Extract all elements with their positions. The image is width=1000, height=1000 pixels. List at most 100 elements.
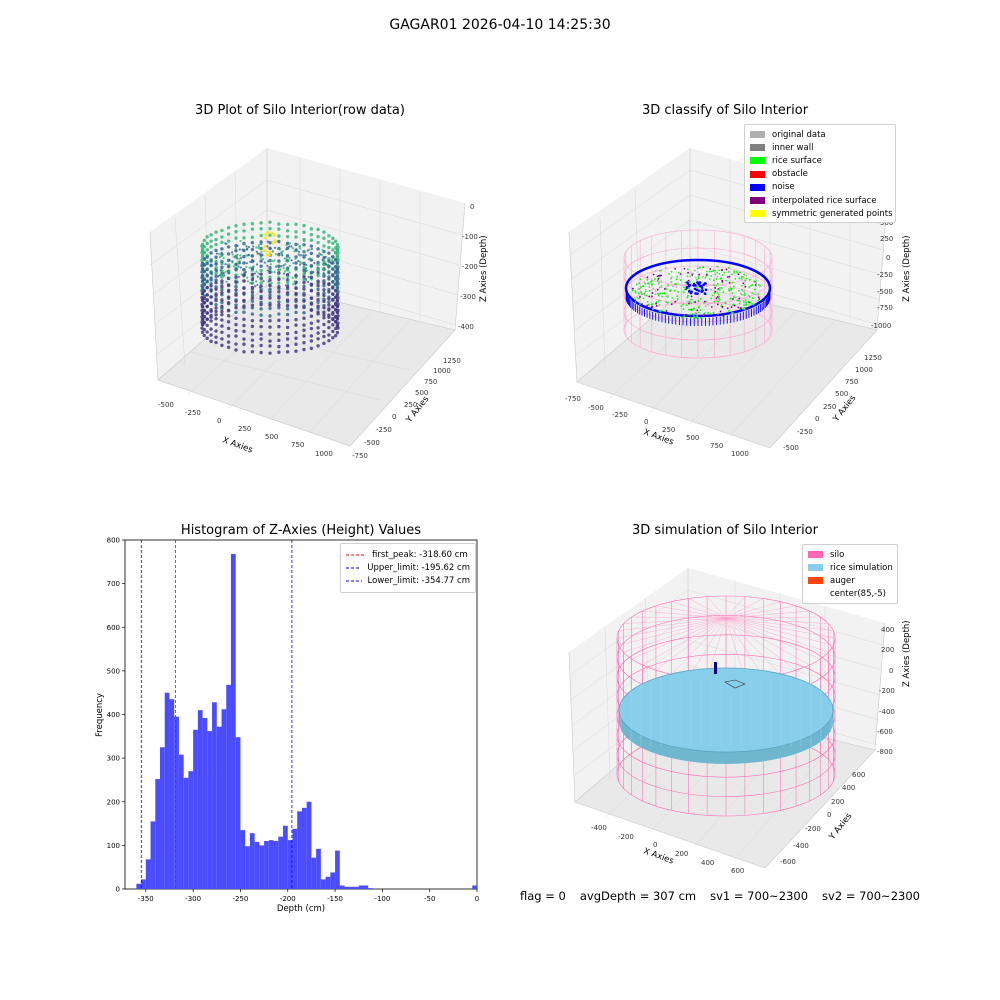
- raw-point: [250, 296, 255, 300]
- raw-point: [277, 277, 281, 282]
- raw-point: [250, 282, 254, 285]
- raw-point: [294, 222, 298, 226]
- raw-point: [243, 272, 247, 275]
- raw-point: [262, 257, 265, 261]
- raw-point: [316, 279, 320, 283]
- classify-point: [696, 278, 698, 281]
- raw-point: [259, 247, 262, 250]
- classify-point: [666, 301, 669, 304]
- raw-point: [226, 314, 231, 318]
- raw-point: [259, 227, 263, 231]
- raw-point: [269, 263, 272, 266]
- raw-point: [302, 250, 305, 253]
- classify-point: [730, 297, 732, 300]
- classify-x-tick: 250: [662, 426, 675, 434]
- raw-point: [234, 329, 238, 333]
- raw-scatter-3d: -500 -250 0 250 500 750 1000 X Axies -75…: [149, 148, 489, 460]
- raw-point: [320, 253, 324, 256]
- raw-point: [302, 243, 306, 247]
- raw-point: [205, 304, 209, 309]
- classify-point: [659, 310, 662, 313]
- raw-point: [259, 313, 263, 317]
- raw-point: [304, 278, 307, 281]
- classify-point: [728, 289, 730, 292]
- raw-point: [277, 324, 281, 329]
- status-avg-depth: avgDepth = 307 cm: [579, 889, 697, 903]
- raw-point: [335, 287, 340, 291]
- classify-point: [671, 296, 673, 299]
- classify-point: [657, 283, 660, 285]
- classify-point: [700, 290, 703, 293]
- raw-point: [303, 271, 306, 274]
- silo-roof-line: [725, 617, 834, 631]
- raw-point: [306, 249, 309, 252]
- raw-point: [268, 260, 271, 263]
- raw-point: [236, 244, 239, 247]
- raw-point: [316, 247, 320, 251]
- raw-point: [294, 286, 298, 290]
- classify-point: [656, 275, 659, 278]
- raw-point: [285, 307, 290, 311]
- classify-point: [675, 283, 678, 286]
- raw-point: [287, 259, 290, 262]
- raw-point: [333, 271, 338, 275]
- raw-point: [335, 267, 340, 271]
- classify-point: [728, 288, 730, 290]
- raw-point: [259, 259, 263, 263]
- classify-point: [747, 294, 750, 297]
- raw-point: [209, 259, 213, 263]
- raw-point: [250, 293, 255, 298]
- classify-point: [716, 296, 719, 298]
- classify-point: [681, 316, 683, 319]
- classify-point: [656, 279, 659, 282]
- raw-point: [299, 263, 302, 266]
- raw-point: [250, 299, 255, 304]
- raw-point: [284, 284, 287, 287]
- classify-point: [744, 301, 747, 304]
- raw-y-tick: 500: [415, 389, 428, 397]
- raw-point: [322, 322, 326, 327]
- legend-item-noise: noise: [750, 181, 890, 194]
- raw-point: [285, 222, 290, 227]
- raw-point: [215, 270, 218, 273]
- raw-point: [234, 236, 238, 240]
- classify-point: [753, 293, 756, 296]
- raw-point: [277, 338, 281, 343]
- raw-point: [309, 227, 314, 231]
- classify-point: [743, 273, 745, 276]
- raw-x-tick: 250: [238, 425, 251, 433]
- classify-point: [695, 276, 697, 279]
- classify-point: [710, 270, 713, 273]
- raw-point: [202, 244, 207, 249]
- raw-point: [331, 292, 335, 296]
- classify-point: [689, 308, 692, 311]
- histogram-x-tick-label: -50: [424, 895, 435, 903]
- raw-point: [333, 301, 338, 306]
- raw-point: [214, 287, 218, 291]
- classify-point: [658, 269, 661, 272]
- raw-point: [251, 268, 254, 271]
- raw-point: [220, 247, 224, 251]
- legend-label: interpolated rice surface: [772, 195, 877, 206]
- raw-point: [242, 267, 246, 272]
- raw-x-tick: 0: [217, 417, 221, 425]
- classify-point: [663, 288, 666, 290]
- raw-point: [309, 308, 314, 313]
- raw-point: [267, 280, 270, 283]
- classify-point: [640, 291, 643, 293]
- raw-point: [224, 263, 227, 266]
- classify-point: [673, 289, 676, 292]
- histogram-legend: first_peak: -318.60 cm Upper_limit: -195…: [340, 543, 476, 593]
- simulation-x-tick: 600: [731, 867, 744, 875]
- raw-point: [268, 344, 272, 348]
- raw-point: [294, 330, 298, 335]
- raw-point: [268, 250, 272, 254]
- raw-point: [335, 274, 340, 278]
- classify-point: [647, 303, 650, 306]
- classify-point: [634, 298, 637, 301]
- raw-point: [234, 293, 238, 297]
- raw-point: [327, 270, 331, 275]
- raw-point: [220, 310, 224, 314]
- raw-point: [255, 263, 259, 266]
- classify-point: [709, 268, 712, 270]
